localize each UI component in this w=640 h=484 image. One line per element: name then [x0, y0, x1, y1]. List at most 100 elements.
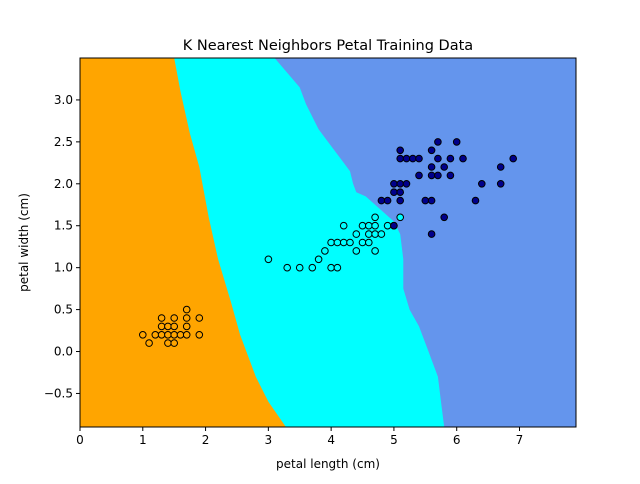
data-point-class-0 [164, 322, 172, 331]
data-point-class-1 [339, 221, 348, 230]
data-point-class-1 [352, 230, 361, 238]
data-point-class-1 [264, 255, 273, 264]
y-tick-label: 1.0 [54, 261, 73, 275]
data-point-class-1 [365, 238, 373, 247]
data-point-class-2 [427, 171, 436, 180]
data-point-class-0 [145, 339, 153, 347]
data-point-class-1 [371, 247, 379, 255]
data-point-class-1 [371, 213, 379, 222]
data-point-class-2 [383, 196, 392, 205]
data-point-class-2 [509, 154, 518, 163]
y-tick-label: 2.0 [54, 177, 73, 191]
data-point-class-1 [327, 238, 335, 247]
data-point-class-1 [358, 238, 367, 247]
x-tick-label: 0 [76, 433, 84, 447]
data-point-class-1 [371, 230, 379, 238]
data-point-class-2 [496, 180, 505, 188]
x-axis-ticks: 0 1 2 3 4 5 6 7 [76, 427, 523, 447]
data-point-class-0 [170, 314, 178, 322]
data-point-class-2 [478, 180, 486, 188]
chart-title: K Nearest Neighbors Petal Training Data [183, 38, 473, 54]
y-tick-label: 0.5 [54, 303, 73, 317]
data-point-class-1 [358, 221, 367, 230]
data-point-class-0 [182, 305, 191, 314]
x-tick-label: 1 [139, 433, 147, 447]
data-point-class-1 [283, 263, 292, 272]
x-tick-label: 6 [453, 433, 461, 447]
data-point-class-0 [195, 314, 204, 322]
data-point-class-1 [321, 247, 329, 255]
data-point-class-0 [157, 331, 166, 339]
data-point-class-0 [170, 331, 178, 339]
region-class-0 [80, 58, 286, 427]
data-point-class-2 [440, 163, 449, 171]
y-tick-label: 1.5 [54, 219, 73, 233]
y-axis-ticks: −0.5 0.0 0.5 1.0 1.5 2.0 2.5 3.0 [44, 93, 80, 400]
data-point-class-1 [377, 230, 386, 238]
data-point-class-2 [377, 196, 386, 205]
data-point-class-0 [151, 331, 160, 339]
data-point-class-2 [459, 154, 467, 163]
data-point-class-2 [440, 213, 449, 222]
y-tick-label: 2.5 [54, 135, 73, 149]
data-point-class-2 [452, 138, 461, 146]
data-point-class-1 [333, 263, 342, 272]
data-point-class-0 [176, 331, 185, 339]
data-point-class-0 [157, 322, 166, 331]
data-point-class-2 [434, 154, 442, 163]
data-point-class-1 [308, 263, 317, 272]
data-point-class-0 [182, 322, 191, 331]
data-point-class-2 [446, 171, 455, 180]
data-point-class-1 [383, 221, 392, 230]
x-axis-label: petal length (cm) [276, 457, 380, 471]
x-tick-label: 7 [516, 433, 524, 447]
data-point-class-2 [427, 146, 436, 155]
data-point-class-2 [396, 180, 405, 188]
data-point-class-2 [415, 171, 423, 180]
data-point-class-0 [170, 322, 178, 331]
data-point-class-2 [396, 154, 405, 163]
data-point-class-2 [396, 196, 405, 205]
data-point-class-2 [402, 180, 411, 188]
data-point-class-2 [471, 196, 480, 205]
data-point-class-2 [427, 230, 436, 238]
data-point-class-1 [365, 221, 373, 230]
data-point-class-2 [496, 163, 505, 171]
x-tick-label: 2 [202, 433, 210, 447]
data-point-class-0 [164, 331, 172, 339]
data-point-class-1 [346, 238, 354, 247]
data-points [139, 138, 518, 347]
x-tick-label: 3 [265, 433, 273, 447]
x-tick-label: 5 [390, 433, 398, 447]
y-axis-label: petal width (cm) [17, 193, 31, 292]
data-point-class-2 [421, 196, 430, 205]
data-point-class-0 [182, 331, 191, 339]
data-point-class-2 [390, 221, 398, 230]
data-point-class-0 [164, 339, 172, 347]
data-point-class-1 [295, 263, 304, 272]
data-point-class-1 [371, 221, 379, 230]
data-point-class-2 [446, 154, 455, 163]
data-point-class-0 [139, 331, 147, 339]
data-point-class-1 [333, 238, 342, 247]
data-point-class-1 [365, 230, 373, 238]
data-point-class-0 [157, 314, 166, 322]
data-point-class-0 [195, 331, 204, 339]
data-point-class-1 [327, 263, 335, 272]
data-point-class-1 [352, 247, 361, 255]
data-point-class-2 [409, 154, 417, 163]
data-point-class-2 [434, 138, 442, 146]
axes-frame [79, 57, 577, 428]
data-point-class-2 [427, 196, 436, 205]
data-point-class-1 [396, 213, 405, 222]
data-point-class-1 [339, 238, 348, 247]
y-tick-label: 0.0 [54, 345, 73, 359]
data-point-class-2 [390, 188, 398, 196]
data-point-class-0 [182, 314, 191, 322]
data-point-class-2 [434, 171, 442, 180]
data-point-class-2 [396, 146, 405, 155]
data-point-class-2 [427, 163, 436, 171]
x-tick-label: 4 [327, 433, 335, 447]
